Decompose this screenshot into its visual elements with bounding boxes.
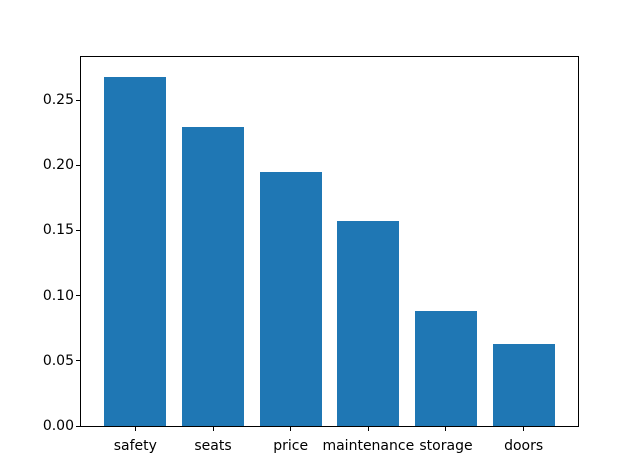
bar-doors: [492, 343, 555, 426]
x-tick: [212, 427, 214, 431]
y-tick: [76, 229, 80, 231]
bar-seats: [181, 127, 245, 426]
x-tick-label: price: [273, 438, 309, 454]
x-tick-label: storage: [419, 438, 473, 454]
x-tick-label: safety: [113, 438, 157, 454]
y-tick: [76, 295, 80, 297]
x-tick: [523, 427, 525, 431]
x-tick: [367, 427, 369, 431]
y-tick-label: 0.05: [42, 352, 74, 369]
y-tick: [76, 360, 80, 362]
x-tick-label: seats: [194, 438, 232, 454]
plot-area: 0.00 0.05 0.10 0.15 0.20 0.25 safety seats price…: [43, 56, 579, 454]
bar-maintenance: [337, 221, 400, 426]
y-tick: [76, 164, 80, 166]
y-tick-label: 0.00: [42, 418, 74, 434]
x-tick: [134, 427, 136, 431]
bar-safety: [104, 76, 167, 426]
y-tick-label: 0.25: [42, 92, 74, 109]
x-tick: [290, 427, 292, 431]
y-tick: [76, 425, 80, 427]
y-tick: [76, 99, 80, 101]
bar-storage: [414, 311, 478, 426]
y-tick-label: 0.20: [42, 157, 74, 174]
x-tick-label: doors: [504, 438, 544, 454]
bar-price: [259, 171, 322, 426]
y-tick-label: 0.15: [42, 222, 74, 239]
x-tick: [445, 427, 447, 431]
x-tick-label: maintenance: [322, 438, 415, 454]
y-tick-label: 0.10: [42, 287, 74, 304]
